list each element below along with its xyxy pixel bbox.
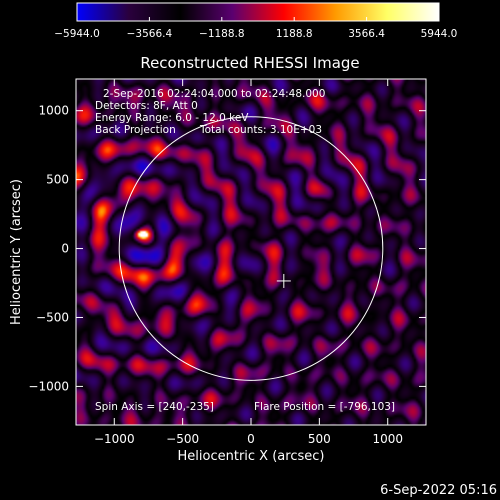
annotation-energy-range: Energy Range: 6.0 - 12.0 keV (95, 112, 249, 124)
solar-limb-circle (118, 116, 384, 381)
annotation-flare-position: Flare Position = [-796,103] (254, 401, 395, 413)
colorbar-tick-label: 3566.4 (348, 28, 385, 40)
y-tick-label: −500 (36, 310, 69, 324)
x-axis-ticks: −1000 −500 0 500 1000 (94, 79, 403, 446)
x-tick-label: −500 (166, 432, 199, 446)
chart-title: Reconstructed RHESSI Image (140, 54, 359, 72)
x-tick-label: −1000 (94, 432, 135, 446)
y-axis-label: Heliocentric Y (arcsec) (9, 179, 24, 325)
annotation-time-range: 2-Sep-2016 02:24:04.000 to 02:24:48.000 (103, 88, 325, 100)
x-tick-label: 500 (308, 432, 331, 446)
y-axis-ticks: −1000 −500 0 500 1000 (28, 104, 426, 393)
colorbar-tick-label: 5944.0 (421, 28, 458, 40)
annotation-method: Back Projection (95, 124, 176, 136)
colorbar-ticks: −5944.0 −3566.4 −1188.8 1188.8 3566.4 5944.0 (54, 17, 457, 40)
annotation-detectors: Detectors: 8F, Att 0 (95, 100, 198, 112)
y-tick-label: 0 (61, 242, 69, 256)
annotation-spin-axis: Spin Axis = [240,-235] (95, 401, 214, 413)
y-tick-label: 1000 (38, 104, 69, 118)
colorbar-tick-label: −5944.0 (54, 28, 100, 40)
x-tick-label: 1000 (372, 432, 403, 446)
x-axis-label: Heliocentric X (arcsec) (178, 449, 325, 464)
y-tick-label: 500 (46, 173, 69, 187)
colorbar-tick-label: −1188.8 (199, 28, 245, 40)
spin-axis-crosshair (276, 273, 291, 288)
heatmap-image (76, 79, 426, 425)
colorbar-tick-label: 1188.8 (276, 28, 313, 40)
annotation-total-counts: Total counts: 3.10E+03 (199, 124, 322, 136)
colorbar (76, 2, 440, 22)
colorbar-tick-label: −3566.4 (127, 28, 173, 40)
x-tick-label: 0 (247, 432, 255, 446)
y-tick-label: −1000 (28, 379, 69, 393)
footer-timestamp: 6-Sep-2022 05:16 (380, 483, 497, 498)
